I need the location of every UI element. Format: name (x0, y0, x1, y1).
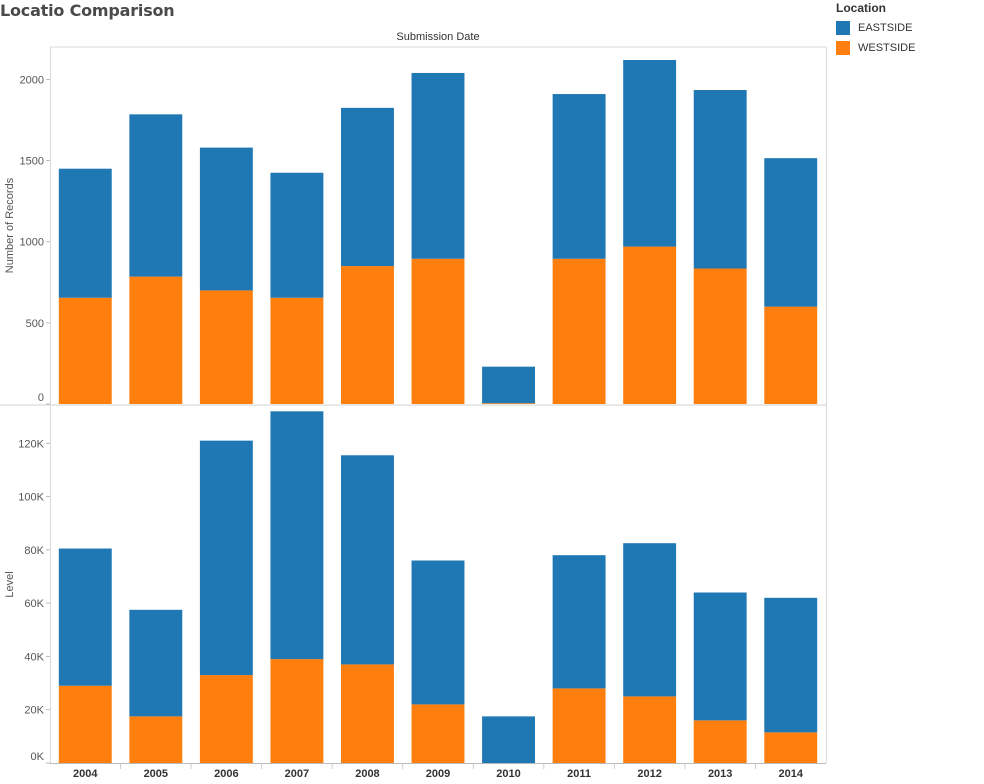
bar-0-2013-westside (693, 268, 747, 404)
chart-title: Locatio Comparison (0, 1, 175, 20)
bar-0-2013-eastside (693, 90, 747, 269)
x-tick-label-2004: 2004 (73, 768, 98, 780)
x-tick-label-2010: 2010 (496, 768, 520, 780)
bar-0-2012-eastside (623, 59, 677, 247)
bar-1-2011-westside (552, 688, 606, 763)
bar-0-2010-eastside (482, 366, 535, 404)
bar-0-2014-westside (764, 306, 818, 404)
stacked-bar-charts: Submission Date 0 500 1000 1500 2000 Number of… (0, 31, 827, 780)
y-axis-title-0: Number of Records (4, 177, 16, 273)
y-tick-label-0-3: 1500 (20, 156, 44, 168)
bar-1-2005-westside (129, 716, 183, 763)
bar-1-2007-eastside (270, 411, 324, 660)
bar-1-2004-eastside (58, 548, 112, 686)
bar-1-2014-eastside (764, 597, 818, 733)
bar-0-2011-eastside (552, 94, 606, 259)
bar-0-2005-eastside (129, 114, 183, 277)
bar-0-2008-eastside (341, 107, 394, 267)
bar-0-2007-westside (270, 297, 324, 404)
bar-1-2009-westside (411, 704, 465, 763)
y-tick-label-0-0: 0 (38, 392, 44, 404)
bar-1-2014-westside (764, 732, 818, 763)
y-tick-label-0-1: 500 (26, 318, 44, 330)
bar-0-2008-westside (341, 266, 394, 404)
bar-1-2009-eastside (411, 560, 465, 705)
bar-1-2006-eastside (199, 440, 253, 676)
legend-swatch-westside (836, 41, 850, 55)
x-tick-label-2014: 2014 (778, 768, 803, 780)
y-tick-label-1-4: 80K (24, 545, 44, 557)
y-tick-label-1-2: 40K (24, 651, 44, 663)
y-tick-label-1-5: 100K (18, 492, 44, 504)
bar-0-2009-eastside (411, 72, 465, 259)
bar-0-2009-westside (411, 258, 465, 404)
bar-0-2012-westside (623, 246, 677, 404)
legend-item-westside[interactable]: WESTSIDE (836, 38, 915, 58)
y-tick-label-0-2: 1000 (20, 237, 44, 249)
bar-0-2007-eastside (270, 172, 324, 298)
bar-0-2006-eastside (199, 147, 253, 291)
bar-0-2005-westside (129, 276, 183, 404)
y-tick-label-1-3: 60K (24, 598, 44, 610)
bar-1-2013-eastside (693, 592, 747, 721)
bar-1-2011-eastside (552, 555, 606, 689)
bar-1-2008-westside (341, 664, 394, 763)
legend-item-eastside[interactable]: EASTSIDE (836, 18, 915, 38)
bar-1-2004-westside (58, 685, 112, 763)
bar-0-2010-westside (482, 403, 535, 404)
bar-1-2008-eastside (341, 455, 394, 665)
x-tick-label-2013: 2013 (708, 768, 732, 780)
legend: Location EASTSIDE WESTSIDE (836, 1, 915, 58)
bar-1-2012-westside (623, 696, 677, 763)
bar-0-2014-eastside (764, 158, 818, 307)
bar-1-2010-eastside (482, 716, 535, 763)
x-tick-label-2009: 2009 (426, 768, 450, 780)
bar-1-2012-eastside (623, 543, 677, 697)
x-tick-label-2007: 2007 (285, 768, 309, 780)
y-tick-label-1-0: 0K (31, 751, 45, 763)
bar-1-2006-westside (199, 675, 253, 763)
legend-label-westside: WESTSIDE (858, 42, 916, 54)
x-tick-label-2008: 2008 (355, 768, 379, 780)
legend-swatch-eastside (836, 21, 850, 35)
x-tick-label-2012: 2012 (637, 768, 661, 780)
bar-0-2011-westside (552, 258, 606, 404)
legend-title: Location (836, 1, 886, 15)
bar-1-2007-westside (270, 659, 324, 763)
bar-0-2006-westside (199, 290, 253, 404)
x-tick-label-2011: 2011 (567, 768, 591, 780)
bar-0-2004-westside (58, 297, 112, 404)
y-tick-label-1-1: 20K (24, 705, 44, 717)
legend-label-eastside: EASTSIDE (858, 22, 913, 34)
bar-1-2013-westside (693, 720, 747, 763)
x-tick-label-2006: 2006 (214, 768, 238, 780)
y-tick-label-0-4: 2000 (20, 74, 44, 86)
panel-header-0: Submission Date (396, 31, 479, 43)
x-tick-label-2005: 2005 (144, 768, 168, 780)
y-tick-label-1-6: 120K (18, 438, 44, 450)
bar-0-2004-eastside (58, 168, 112, 298)
bar-1-2005-eastside (129, 609, 183, 717)
y-axis-title-1: Level (4, 571, 16, 597)
